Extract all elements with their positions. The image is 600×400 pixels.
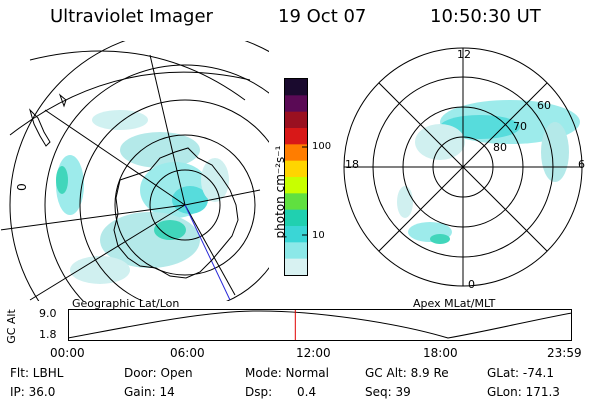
altitude-curve xyxy=(68,310,572,339)
coastline xyxy=(113,147,239,279)
colorbar-swatch xyxy=(285,160,307,178)
colorbar-tick-100: 100 xyxy=(312,141,332,152)
time-label: 10:50:30 UT xyxy=(430,6,541,27)
colorbar-swatch xyxy=(285,242,307,260)
apex-caption: Apex MLat/MLT xyxy=(413,297,496,310)
dsp-value: 0.4 xyxy=(297,385,317,399)
glat-value: GLat: -74.1 xyxy=(487,366,554,380)
colorbar-swatch xyxy=(285,177,307,194)
orbit-altitude-timeline xyxy=(68,309,572,341)
gain-value: Gain: 14 xyxy=(124,385,175,399)
mlat-label-80: 80 xyxy=(493,141,507,154)
mlat-label-70: 70 xyxy=(513,120,527,133)
colorbar-frame xyxy=(284,78,308,276)
geo-edge-label: 0 xyxy=(14,183,29,191)
colorbar-swatch xyxy=(285,193,307,211)
timeline-ymax: 9.0 xyxy=(39,307,57,320)
colorbar-swatch xyxy=(285,144,307,162)
aurora-oval xyxy=(397,100,580,244)
latitude-grid xyxy=(9,40,270,302)
timeline-tick-0000: 00:00 xyxy=(50,346,85,360)
mlt-label-12: 12 xyxy=(457,48,471,61)
timeline-tick-1200: 12:00 xyxy=(296,346,331,360)
colorbar-swatch xyxy=(285,258,307,276)
dsp-label: Dsp: xyxy=(245,385,273,399)
timeline-ylabel: GC Alt xyxy=(4,309,18,344)
colorbar-swatch xyxy=(285,128,307,145)
geo-caption: Geographic Lat/Lon xyxy=(72,297,180,310)
colorbar-swatch xyxy=(285,209,307,227)
mode-value: Mode: Normal xyxy=(245,366,329,380)
mlat-label-60: 60 xyxy=(537,99,551,112)
timeline-tick-1800: 18:00 xyxy=(423,346,458,360)
timeline-tick-2359: 23:59 xyxy=(547,346,582,360)
ip-value: IP: 36.0 xyxy=(10,385,56,399)
aurora-emission xyxy=(56,110,229,284)
mlt-label-6: 6 xyxy=(578,158,585,171)
geographic-map xyxy=(0,40,270,302)
mlt-label-0: 0 xyxy=(468,278,475,291)
colorbar-swatch xyxy=(285,226,307,243)
colorbar-swatch xyxy=(285,79,307,96)
filter-value: Flt: LBHL xyxy=(10,366,64,380)
colorbar-swatch xyxy=(285,95,307,113)
colorbar-swatch xyxy=(285,111,307,129)
colorbar-unit-label: photon cm⁻²s⁻¹ xyxy=(273,145,287,239)
app-title: Ultraviolet Imager xyxy=(50,6,213,27)
mlt-grid xyxy=(344,48,582,286)
date-label: 19 Oct 07 xyxy=(278,6,367,27)
mlt-label-18: 18 xyxy=(345,158,359,171)
seq-value: Seq: 39 xyxy=(365,385,411,399)
timeline-ymin: 1.8 xyxy=(39,328,57,341)
longitude-grid xyxy=(0,54,261,301)
intensity-colorbar xyxy=(284,78,308,276)
glon-value: GLon: 171.3 xyxy=(487,385,560,399)
magnetic-polar-plot xyxy=(343,47,583,287)
timeline-tick-0600: 06:00 xyxy=(170,346,205,360)
door-status: Door: Open xyxy=(124,366,193,380)
colorbar-tick-10: 10 xyxy=(312,230,325,241)
gc-alt-value: GC Alt: 8.9 Re xyxy=(365,366,449,380)
